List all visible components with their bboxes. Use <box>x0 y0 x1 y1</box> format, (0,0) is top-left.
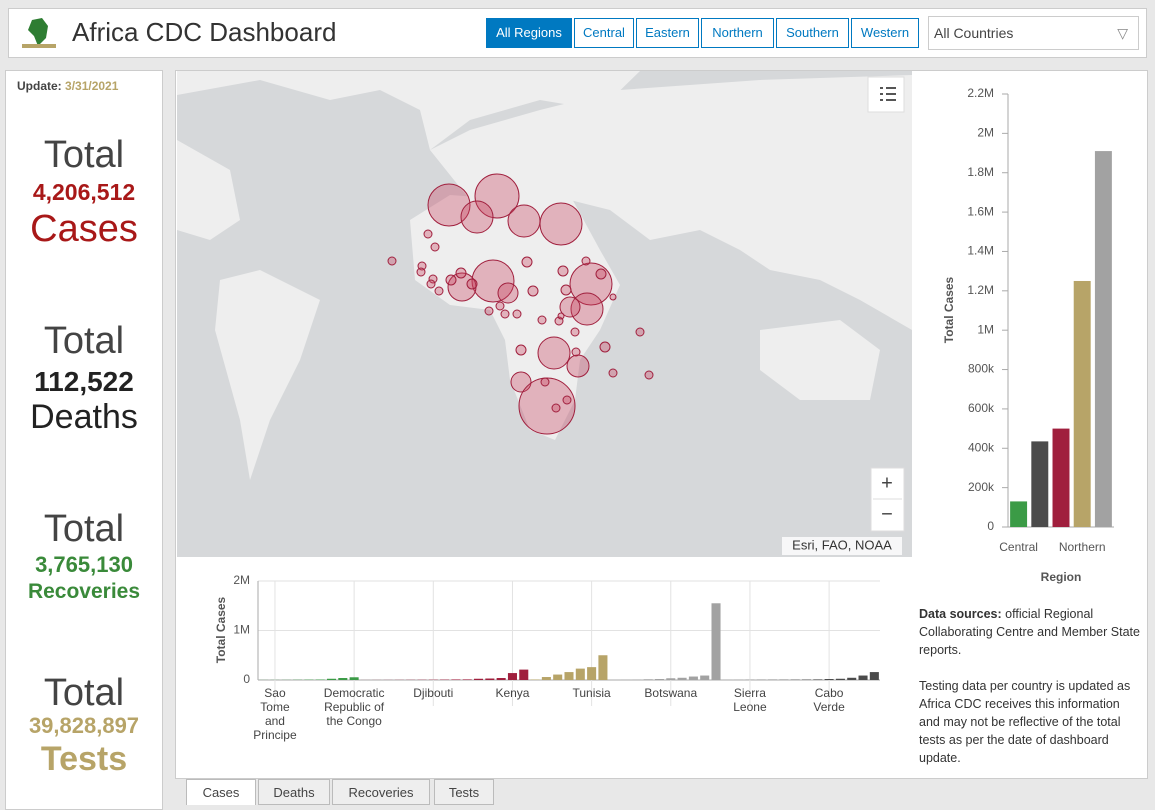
bar <box>1095 151 1112 527</box>
map <box>177 71 912 557</box>
zoom-out[interactable]: − <box>881 503 893 525</box>
y-tick-label: 800k <box>968 362 995 376</box>
map-attribution: Esri, FAO, NOAA <box>792 537 892 552</box>
bar <box>350 677 359 680</box>
bar <box>542 677 551 680</box>
y-tick-label: 0 <box>243 672 250 686</box>
tab[interactable]: Tests <box>434 779 494 805</box>
y-axis-label: Total Cases <box>214 596 228 663</box>
x-tick-label: Botswana <box>644 686 697 700</box>
bar <box>338 678 347 680</box>
y-tick-label: 1.8M <box>967 165 994 179</box>
bar <box>689 677 698 680</box>
x-tick-label: Kenya <box>495 686 529 700</box>
y-tick-label: 1M <box>233 623 250 637</box>
bar <box>463 679 472 680</box>
x-tick-label: Sierra Leone <box>733 686 766 714</box>
y-tick-label: 2.2M <box>967 86 994 100</box>
y-tick-label: 2M <box>233 573 250 587</box>
y-axis-label: Total Cases <box>942 276 956 343</box>
y-tick-label: 1.6M <box>967 204 994 218</box>
sources: Data sources: official Regional Collabor… <box>919 605 1141 767</box>
y-tick-label: 400k <box>968 440 995 454</box>
bar <box>598 655 607 680</box>
bar <box>564 672 573 680</box>
tab[interactable]: Cases <box>186 779 256 805</box>
bar <box>1031 441 1048 527</box>
bar <box>1053 429 1070 527</box>
y-tick-label: 200k <box>968 480 995 494</box>
bar <box>711 603 720 680</box>
y-tick-label: 600k <box>968 401 995 415</box>
bar <box>859 676 868 680</box>
x-tick-label: Democratic Republic of the Congo <box>324 686 385 728</box>
bar <box>1010 501 1027 527</box>
y-tick-label: 0 <box>987 519 994 533</box>
bar <box>553 675 562 680</box>
x-axis-label: Region <box>1041 570 1082 584</box>
zoom-in[interactable]: + <box>881 472 893 494</box>
sources-note: Testing data per country is updated as A… <box>919 677 1141 767</box>
x-tick-label: Cabo Verde <box>813 686 844 714</box>
bar <box>587 667 596 680</box>
bar <box>847 678 856 680</box>
bar <box>700 676 709 680</box>
bar <box>644 679 653 680</box>
bar <box>508 673 517 680</box>
bar <box>519 670 528 680</box>
bar <box>678 678 687 680</box>
bar <box>576 669 585 680</box>
bar <box>327 679 336 680</box>
bar <box>451 679 460 680</box>
bar <box>474 679 483 680</box>
y-tick-label: 1.4M <box>967 244 994 258</box>
tab[interactable]: Recoveries <box>332 779 430 805</box>
x-tick-label: Sao Tome and Principe <box>253 686 296 742</box>
bar <box>825 679 834 680</box>
x-tick-label: Djibouti <box>413 686 453 700</box>
bar <box>813 679 822 680</box>
tab[interactable]: Deaths <box>258 779 330 805</box>
bar <box>655 679 664 680</box>
y-tick-label: 1M <box>977 322 994 336</box>
y-tick-label: 1.2M <box>967 283 994 297</box>
bar <box>497 678 506 680</box>
x-tick-label: Northern <box>1059 540 1106 554</box>
bar <box>1074 281 1091 527</box>
x-tick-label: Tunisia <box>572 686 610 700</box>
y-tick-label: 2M <box>977 126 994 140</box>
x-tick-label: Central <box>999 540 1038 554</box>
bar <box>836 679 845 680</box>
bar <box>666 678 675 680</box>
bar <box>870 672 879 680</box>
sources-heading: Data sources: <box>919 607 1002 621</box>
bar <box>485 679 494 680</box>
